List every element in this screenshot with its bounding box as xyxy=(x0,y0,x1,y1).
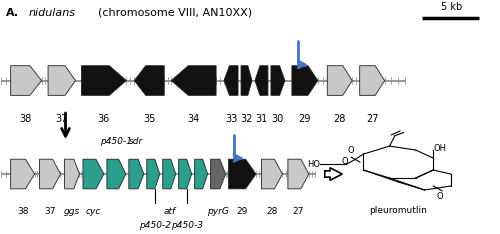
Text: O: O xyxy=(348,146,354,155)
Polygon shape xyxy=(178,159,192,189)
Text: atf: atf xyxy=(163,207,175,216)
Text: 37: 37 xyxy=(44,207,56,216)
Text: 27: 27 xyxy=(292,207,304,216)
Polygon shape xyxy=(10,159,34,189)
Text: sdr: sdr xyxy=(129,136,144,146)
Text: (chromosome VIII, AN10XX): (chromosome VIII, AN10XX) xyxy=(98,7,252,18)
Text: 38: 38 xyxy=(20,113,32,124)
Text: pyrG: pyrG xyxy=(207,207,229,216)
Text: 5 kb: 5 kb xyxy=(442,2,462,12)
Text: p450-2: p450-2 xyxy=(140,221,172,230)
Text: cyc: cyc xyxy=(86,207,101,216)
Text: O: O xyxy=(341,157,347,166)
Polygon shape xyxy=(210,159,226,189)
Polygon shape xyxy=(288,159,309,189)
Polygon shape xyxy=(325,168,342,180)
Text: O: O xyxy=(436,192,444,201)
Polygon shape xyxy=(10,66,42,95)
Polygon shape xyxy=(224,66,238,95)
Polygon shape xyxy=(40,159,60,189)
Polygon shape xyxy=(292,66,318,95)
Text: pleuromutlin: pleuromutlin xyxy=(370,206,428,215)
Text: OH: OH xyxy=(433,144,446,153)
Polygon shape xyxy=(262,159,282,189)
Polygon shape xyxy=(107,159,126,189)
Polygon shape xyxy=(271,66,285,95)
Text: nidulans: nidulans xyxy=(28,7,75,18)
Text: 32: 32 xyxy=(240,113,252,124)
Polygon shape xyxy=(82,66,126,95)
Text: 28: 28 xyxy=(266,207,278,216)
Polygon shape xyxy=(147,159,160,189)
Text: 35: 35 xyxy=(143,113,156,124)
Text: 34: 34 xyxy=(188,113,200,124)
Polygon shape xyxy=(48,66,76,95)
Text: p450-3: p450-3 xyxy=(170,221,202,230)
Text: 28: 28 xyxy=(334,113,346,124)
Text: 29: 29 xyxy=(298,113,311,124)
Text: p450-1: p450-1 xyxy=(100,136,132,146)
Polygon shape xyxy=(134,66,164,95)
Text: 36: 36 xyxy=(98,113,110,124)
Text: 30: 30 xyxy=(272,113,284,124)
Polygon shape xyxy=(360,66,384,95)
Text: 33: 33 xyxy=(225,113,237,124)
Text: A.: A. xyxy=(6,7,19,18)
Polygon shape xyxy=(241,66,252,95)
Polygon shape xyxy=(255,66,268,95)
Polygon shape xyxy=(328,66,352,95)
Text: 37: 37 xyxy=(56,113,68,124)
Polygon shape xyxy=(64,159,80,189)
Polygon shape xyxy=(129,159,144,189)
Text: ggs: ggs xyxy=(64,207,80,216)
Text: HO: HO xyxy=(307,160,320,169)
Text: 31: 31 xyxy=(256,113,268,124)
Polygon shape xyxy=(162,159,175,189)
Text: 38: 38 xyxy=(17,207,28,216)
Polygon shape xyxy=(83,159,104,189)
Text: 29: 29 xyxy=(236,207,248,216)
Polygon shape xyxy=(171,66,216,95)
Polygon shape xyxy=(228,159,256,189)
Text: 27: 27 xyxy=(366,113,378,124)
Polygon shape xyxy=(194,159,207,189)
